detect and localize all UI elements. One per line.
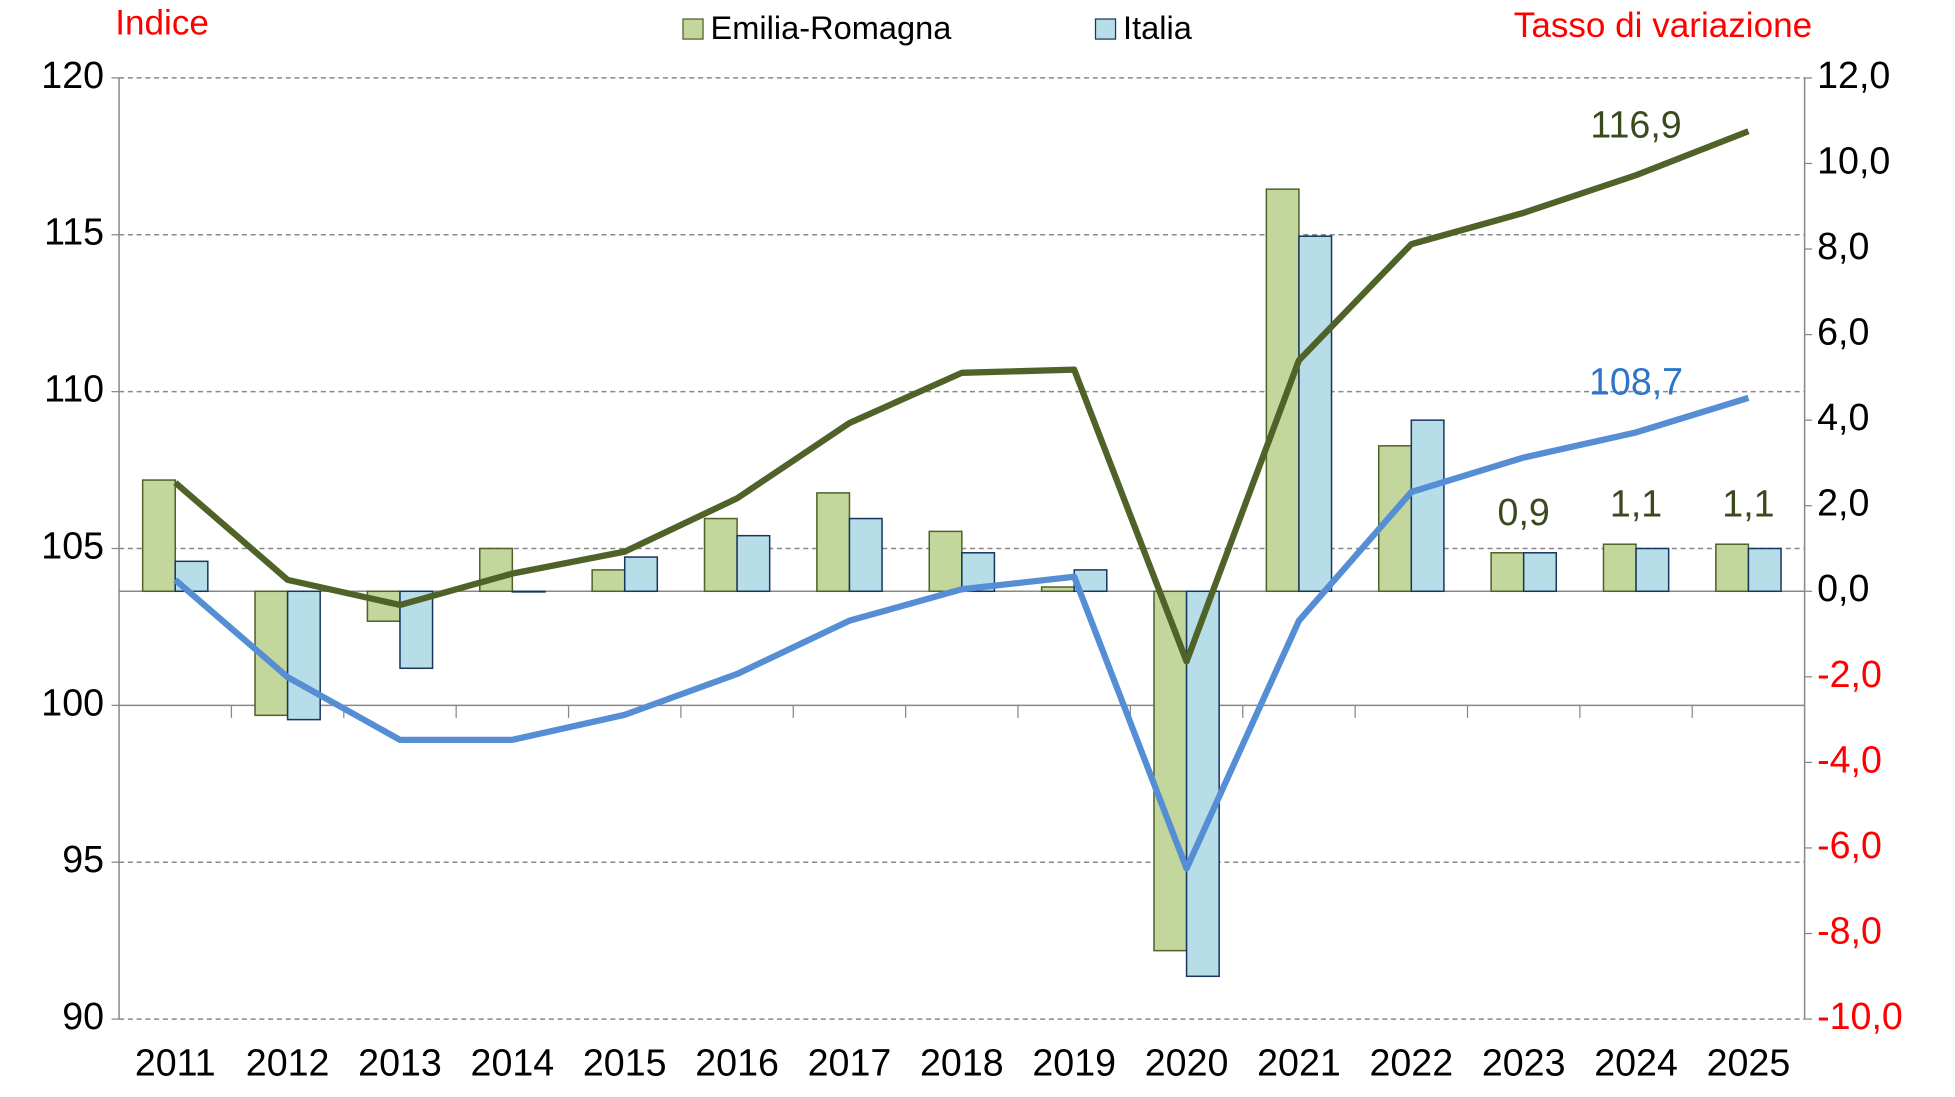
y2-tick-label: 0,0	[1817, 567, 1869, 609]
y-tick-label: 110	[44, 368, 104, 410]
legend-label: Italia	[1123, 10, 1193, 46]
y-tick-label: 95	[62, 838, 104, 880]
x-tick-label: 2022	[1370, 1041, 1454, 1083]
bar	[1522, 552, 1558, 593]
bar	[141, 479, 176, 593]
bar	[928, 530, 963, 593]
data-label: 1,1	[1722, 483, 1774, 525]
line	[173, 128, 1750, 665]
bar	[479, 547, 514, 593]
y2-tick-label: 10,0	[1817, 139, 1890, 181]
x-tick-label: 2024	[1594, 1041, 1678, 1083]
bar	[1410, 419, 1445, 593]
bar	[1715, 543, 1750, 593]
x-tick-label: 2023	[1482, 1041, 1566, 1083]
x-tick-label: 2014	[471, 1041, 555, 1083]
bar	[736, 534, 771, 593]
bar	[816, 492, 851, 593]
y2-tick-label: -2,0	[1817, 653, 1882, 695]
bar	[286, 590, 321, 721]
bar	[1602, 543, 1637, 593]
x-tick-label: 2021	[1257, 1041, 1341, 1083]
y-tick-label: 105	[41, 524, 104, 566]
y2-axis-label: Tasso di variazione	[1514, 6, 1812, 45]
y2-tick-label: 2,0	[1817, 482, 1869, 524]
bar	[1265, 188, 1300, 593]
y2-tick-label: -8,0	[1817, 909, 1882, 951]
x-tick-label: 2013	[358, 1041, 442, 1083]
x-tick-label: 2018	[920, 1041, 1004, 1083]
bar	[1490, 552, 1525, 593]
data-label: 0,9	[1498, 491, 1550, 533]
bar	[1377, 445, 1413, 593]
legend-label: Emilia-Romagna	[711, 10, 953, 46]
x-tick-label: 2020	[1145, 1041, 1229, 1083]
data-label: 1,1	[1610, 483, 1662, 525]
y-tick-label: 90	[62, 995, 104, 1037]
bar	[1747, 547, 1782, 593]
bar	[1298, 235, 1333, 593]
y-tick-label: 100	[41, 681, 104, 723]
y2-tick-label: 8,0	[1817, 225, 1869, 267]
y2-tick-label: 12,0	[1817, 54, 1890, 96]
y-axis-label: Indice	[115, 4, 209, 43]
x-tick-label: 2017	[808, 1041, 892, 1083]
bar	[1635, 547, 1670, 593]
y2-tick-label: 6,0	[1817, 311, 1869, 353]
y2-tick-label: -6,0	[1817, 824, 1882, 866]
bar	[591, 569, 626, 593]
y2-tick-label: -4,0	[1817, 738, 1882, 780]
line	[173, 394, 1750, 872]
y-tick-label: 115	[44, 211, 104, 253]
bar	[1040, 586, 1075, 593]
data-label: 116,9	[1590, 103, 1681, 145]
bar	[623, 556, 659, 593]
x-tick-label: 2012	[246, 1041, 330, 1083]
legend-swatch	[682, 18, 704, 40]
bar	[848, 517, 883, 593]
legend-swatch	[1094, 18, 1117, 40]
data-label: 108,7	[1589, 361, 1683, 403]
x-tick-label: 2025	[1707, 1041, 1791, 1083]
bar	[703, 517, 738, 593]
y2-tick-label: 4,0	[1817, 396, 1869, 438]
bar	[511, 590, 546, 593]
x-tick-label: 2015	[583, 1041, 667, 1083]
x-tick-label: 2019	[1032, 1041, 1116, 1083]
x-tick-label: 2016	[695, 1041, 779, 1083]
y2-tick-label: -10,0	[1817, 995, 1903, 1037]
x-tick-label: 2011	[135, 1041, 216, 1083]
y-tick-label: 120	[41, 54, 104, 96]
